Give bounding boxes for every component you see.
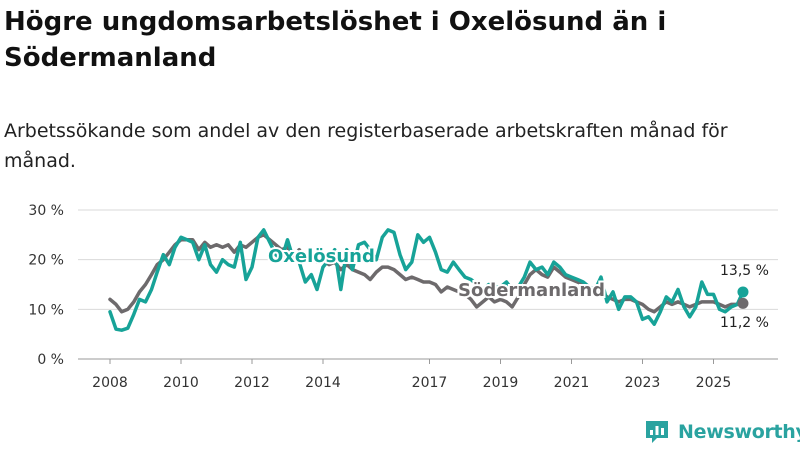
series-label-oxelosund: Oxelösund [268, 246, 375, 267]
endpoint-sodermanland [737, 297, 749, 309]
y-tick-label: 30 % [28, 203, 64, 219]
brand-name: Newsworthy [678, 421, 800, 443]
x-tick-label: 2025 [696, 375, 732, 391]
x-tick-label: 2012 [234, 375, 270, 391]
series-line-oxelosund [108, 228, 745, 332]
x-axis: 2008 2010 2012 2014 2017 2019 2021 2023 2025 [92, 359, 731, 391]
x-tick-label: 2023 [625, 375, 661, 391]
end-label-sodermanland: 11,2 % [720, 315, 769, 331]
series-labels: 13,5 % 11,2 % Oxelösund Södermanland [266, 244, 769, 331]
x-tick-label: 2008 [92, 375, 128, 391]
gridlines [78, 209, 778, 360]
series-lines [108, 228, 745, 332]
x-tick-label: 2014 [305, 375, 341, 391]
newsworthy-icon [646, 421, 668, 443]
end-label-oxelosund: 13,5 % [720, 263, 769, 279]
y-tick-label: 20 % [28, 253, 64, 269]
y-axis: 0 % 10 % 20 % 30 % [28, 203, 64, 368]
x-tick-label: 2010 [163, 375, 199, 391]
x-tick-label: 2021 [554, 375, 590, 391]
x-tick-label: 2019 [483, 375, 519, 391]
chart-subtitle: Arbetssökande som andel av den registerb… [4, 120, 728, 172]
y-tick-label: 10 % [28, 302, 64, 318]
newsworthy-logo: Newsworthy [644, 419, 800, 445]
series-label-sodermanland: Södermanland [458, 280, 605, 301]
x-tick-label: 2017 [412, 375, 448, 391]
chart-title: Högre ungdomsarbetslöshet i Oxelösund än… [4, 7, 667, 73]
y-tick-label: 0 % [37, 352, 64, 368]
endpoint-oxelosund [737, 286, 749, 298]
